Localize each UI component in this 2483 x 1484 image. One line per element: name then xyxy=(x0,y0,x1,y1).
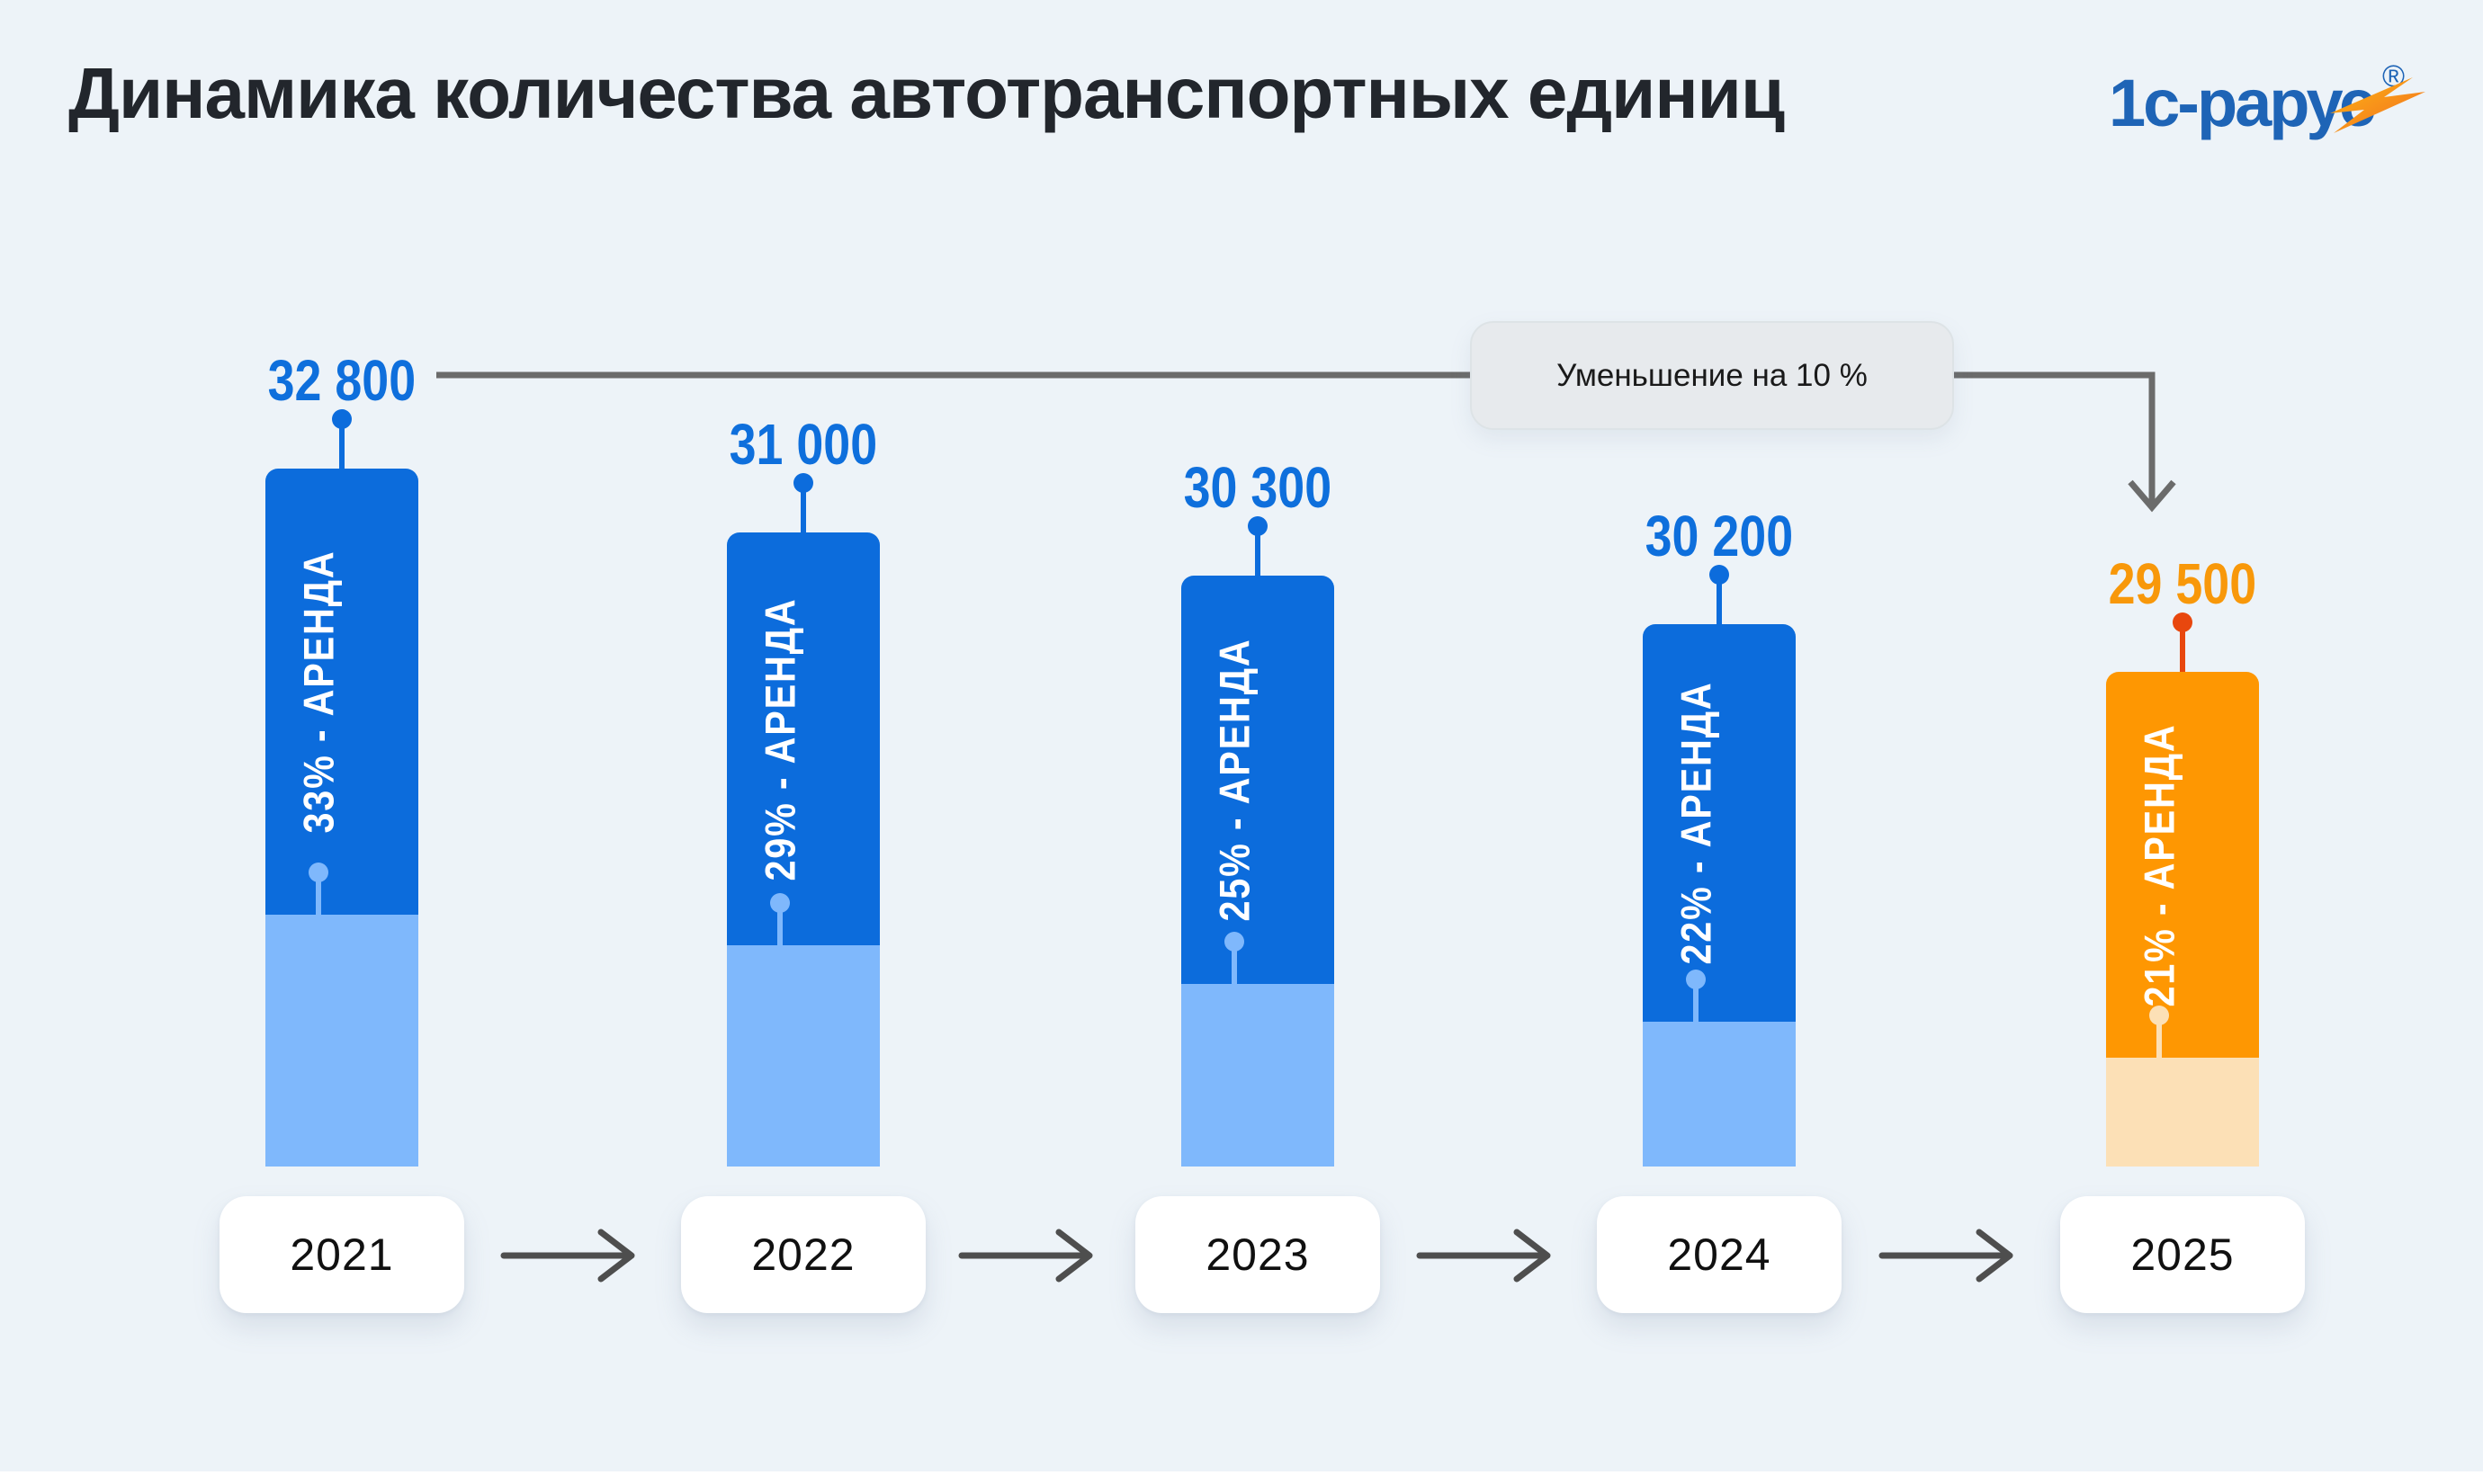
bar-column-2023: 30 300 25% - АРЕНДА xyxy=(1181,459,1334,1167)
bar-segment-owned xyxy=(265,915,418,1167)
year-box-2021: 2021 xyxy=(220,1196,464,1313)
rent-share-label: 33% - АРЕНДА xyxy=(294,550,343,834)
bar-value-label: 29 500 xyxy=(2108,551,2257,616)
logo-text: 1с-рарус xyxy=(2109,66,2374,140)
bar-column-2024: 30 200 22% - АРЕНДА xyxy=(1643,507,1796,1167)
segment-pin-icon xyxy=(1224,932,1244,984)
value-pin-icon xyxy=(1248,516,1268,576)
rent-share-label: 25% - АРЕНДА xyxy=(1210,638,1259,922)
decrease-connector-arrow xyxy=(436,371,2176,513)
lightning-icon xyxy=(2330,77,2425,133)
year-arrow-icon xyxy=(958,1229,1092,1283)
value-pin-icon xyxy=(2173,612,2192,672)
bar-segment-owned xyxy=(1643,1022,1796,1167)
bar-value-label: 30 200 xyxy=(1645,504,1794,568)
value-pin-icon xyxy=(1709,565,1729,624)
bar-segment-rent: 33% - АРЕНДА xyxy=(265,469,418,915)
bar-value-label: 31 000 xyxy=(729,412,878,477)
segment-pin-icon xyxy=(2149,1006,2169,1058)
bar-segment-owned xyxy=(2106,1058,2259,1167)
segment-pin-icon xyxy=(1686,970,1706,1022)
bottom-strip xyxy=(0,1471,2483,1484)
value-pin-icon xyxy=(332,409,352,469)
bar-segment-rent: 21% - АРЕНДА xyxy=(2106,672,2259,1058)
bar-segment-rent: 25% - АРЕНДА xyxy=(1181,576,1334,984)
year-arrow-icon xyxy=(500,1229,634,1283)
year-box-2024: 2024 xyxy=(1597,1196,1842,1313)
company-logo: 1с-рарус ® xyxy=(2109,59,2425,140)
decrease-callout-text: Уменьшение на 10 % xyxy=(1556,357,1868,393)
year-arrow-icon xyxy=(1416,1229,1550,1283)
bar-value-label: 32 800 xyxy=(267,348,417,413)
bar-2022: 29% - АРЕНДА xyxy=(727,532,880,1167)
year-box-2022: 2022 xyxy=(681,1196,926,1313)
bar-column-2022: 31 000 29% - АРЕНДА xyxy=(727,416,880,1167)
bar-segment-owned xyxy=(1181,984,1334,1167)
decrease-callout: Уменьшение на 10 % xyxy=(1470,321,1954,430)
bar-2025: 21% - АРЕНДА xyxy=(2106,672,2259,1167)
bar-2024: 22% - АРЕНДА xyxy=(1643,624,1796,1167)
rent-share-label: 21% - АРЕНДА xyxy=(2135,723,2183,1006)
year-box-2023: 2023 xyxy=(1135,1196,1380,1313)
bar-segment-owned xyxy=(727,945,880,1167)
segment-pin-icon xyxy=(309,863,328,915)
page-title: Динамика количества автотранспортных еди… xyxy=(68,53,1785,133)
bar-segment-rent: 29% - АРЕНДА xyxy=(727,532,880,945)
segment-pin-icon xyxy=(770,893,790,945)
bar-segment-rent: 22% - АРЕНДА xyxy=(1643,624,1796,1022)
bar-2021: 33% - АРЕНДА xyxy=(265,469,418,1167)
rent-share-label: 29% - АРЕНДА xyxy=(756,597,804,881)
bar-2023: 25% - АРЕНДА xyxy=(1181,576,1334,1167)
bar-column-2025: 29 500 21% - АРЕНДА xyxy=(2106,555,2259,1167)
bar-value-label: 30 300 xyxy=(1183,455,1332,520)
year-arrow-icon xyxy=(1878,1229,2012,1283)
rent-share-label: 22% - АРЕНДА xyxy=(1672,681,1720,965)
bar-column-2021: 32 800 33% - АРЕНДА xyxy=(265,352,418,1167)
year-box-2025: 2025 xyxy=(2060,1196,2305,1313)
value-pin-icon xyxy=(793,473,813,532)
